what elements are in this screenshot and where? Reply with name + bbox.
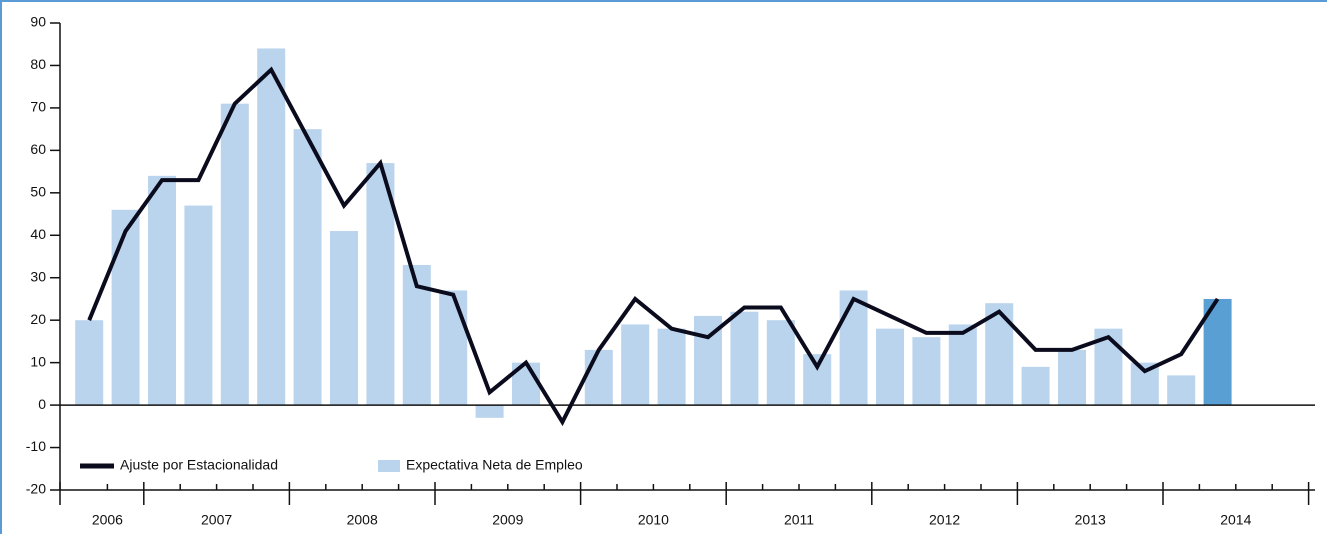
x-group-label: 2009 (492, 512, 523, 528)
bar (912, 337, 941, 406)
y-tick-label: 80 (30, 56, 46, 72)
y-tick-label: 40 (30, 226, 46, 242)
bar (439, 290, 468, 406)
legend-label: Ajuste por Estacionalidad (120, 457, 278, 473)
bar (366, 163, 395, 406)
bar (803, 354, 832, 406)
y-tick-label: 30 (30, 268, 46, 284)
bar (1167, 375, 1196, 406)
y-tick-label: 90 (30, 14, 46, 30)
bar (475, 405, 504, 418)
bar (184, 205, 213, 406)
bar (220, 103, 249, 406)
bar (1021, 366, 1050, 406)
x-group-label: 2007 (201, 512, 232, 528)
bar (876, 328, 904, 406)
y-tick-label: 50 (30, 184, 46, 200)
line (87, 66, 1220, 427)
bar (1058, 349, 1086, 406)
bar (948, 324, 977, 406)
x-group-label: 2006 (92, 512, 123, 528)
y-tick-label: -10 (26, 438, 46, 454)
bar (584, 349, 613, 406)
y-tick-label: -20 (26, 481, 46, 497)
bar (293, 129, 322, 406)
legend-swatch (378, 460, 400, 472)
y-tick-label: 20 (30, 311, 46, 327)
x-group-label: 2010 (638, 512, 669, 528)
y-tick-label: 0 (38, 396, 46, 412)
bar (621, 324, 650, 406)
x-group-label: 2011 (784, 512, 814, 528)
x-group-label: 2012 (929, 512, 960, 528)
bar (766, 320, 795, 406)
legend-label: Expectativa Neta de Empleo (406, 457, 583, 473)
bar (111, 209, 140, 406)
y-tick-label: 10 (30, 353, 46, 369)
x-group-label: 2014 (1220, 512, 1251, 528)
x-group-label: 2008 (347, 512, 378, 528)
bar (839, 290, 868, 406)
bar (330, 231, 358, 406)
bar (730, 311, 759, 406)
bar (148, 175, 176, 406)
bar (257, 48, 286, 406)
y-tick-label: 70 (30, 99, 46, 115)
x-group-label: 2013 (1075, 512, 1106, 528)
bar (75, 320, 104, 406)
bar (657, 328, 686, 406)
y-tick-label: 60 (30, 141, 46, 157)
